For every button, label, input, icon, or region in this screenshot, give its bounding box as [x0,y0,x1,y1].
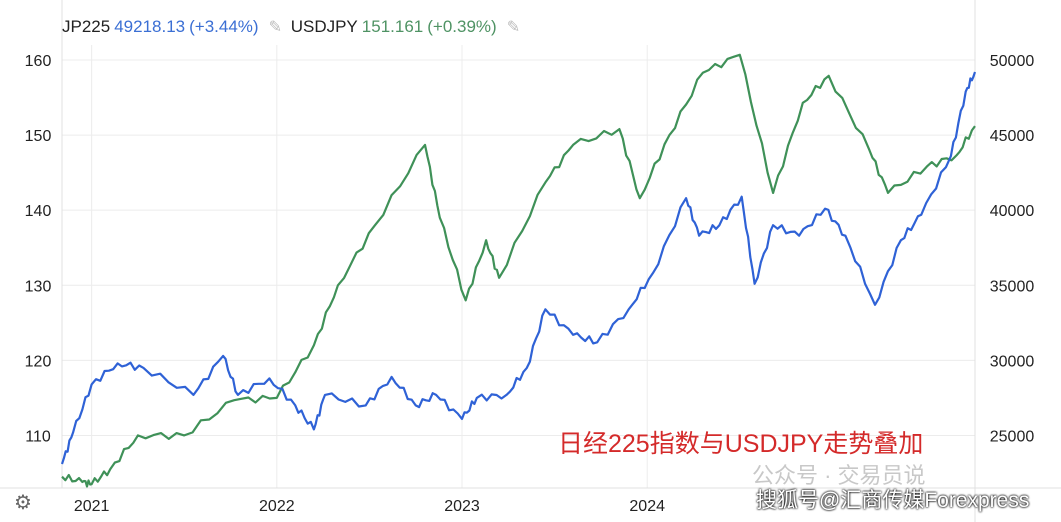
x-tick-label: 2023 [444,498,480,515]
left-tick-label: 120 [25,353,52,370]
watermark-2: 搜狐号@汇商传媒Forexpress [756,489,1030,512]
left-tick-label: 140 [25,203,52,220]
right-tick-label: 45000 [990,128,1035,145]
legend: JP225 49218.13 (+3.44%) ✎ USDJPY 151.161 (+0.… [62,17,524,37]
legend-usdjpy-change: (+0.39%) [427,17,497,36]
series-line-usdjpy [61,53,976,488]
left-tick-label: 130 [25,278,52,295]
edit-jp225-pencil-icon[interactable]: ✎ [268,19,282,36]
watermark: 公众号 · 交易员说 [752,463,926,488]
right-tick-label: 40000 [990,203,1035,220]
legend-usdjpy-value: 151.161 [361,17,424,36]
right-tick-label: 35000 [990,278,1035,295]
right-tick-label: 50000 [990,53,1035,70]
x-tick-label: 2024 [629,498,665,515]
settings-gear-icon[interactable]: ⚙ [14,492,32,514]
chart-annotation: 日经225指数与USDJPY走势叠加 [558,430,924,458]
legend-usdjpy-name: USDJPY [290,17,358,36]
x-tick-label: 2021 [74,498,110,515]
series-line-jp225 [60,71,977,465]
x-tick-label: 2022 [259,498,295,515]
right-tick-label: 30000 [990,353,1035,370]
legend-jp225-value: 49218.13 [114,17,186,36]
right-tick-label: 25000 [990,428,1035,445]
left-tick-label: 110 [25,428,51,445]
legend-jp225-change: (+3.44%) [189,17,259,36]
edit-usdjpy-pencil-icon[interactable]: ✎ [506,19,521,36]
legend-jp225-name: JP225 [62,17,111,36]
left-tick-label: 160 [25,53,52,70]
left-tick-label: 150 [25,128,52,145]
